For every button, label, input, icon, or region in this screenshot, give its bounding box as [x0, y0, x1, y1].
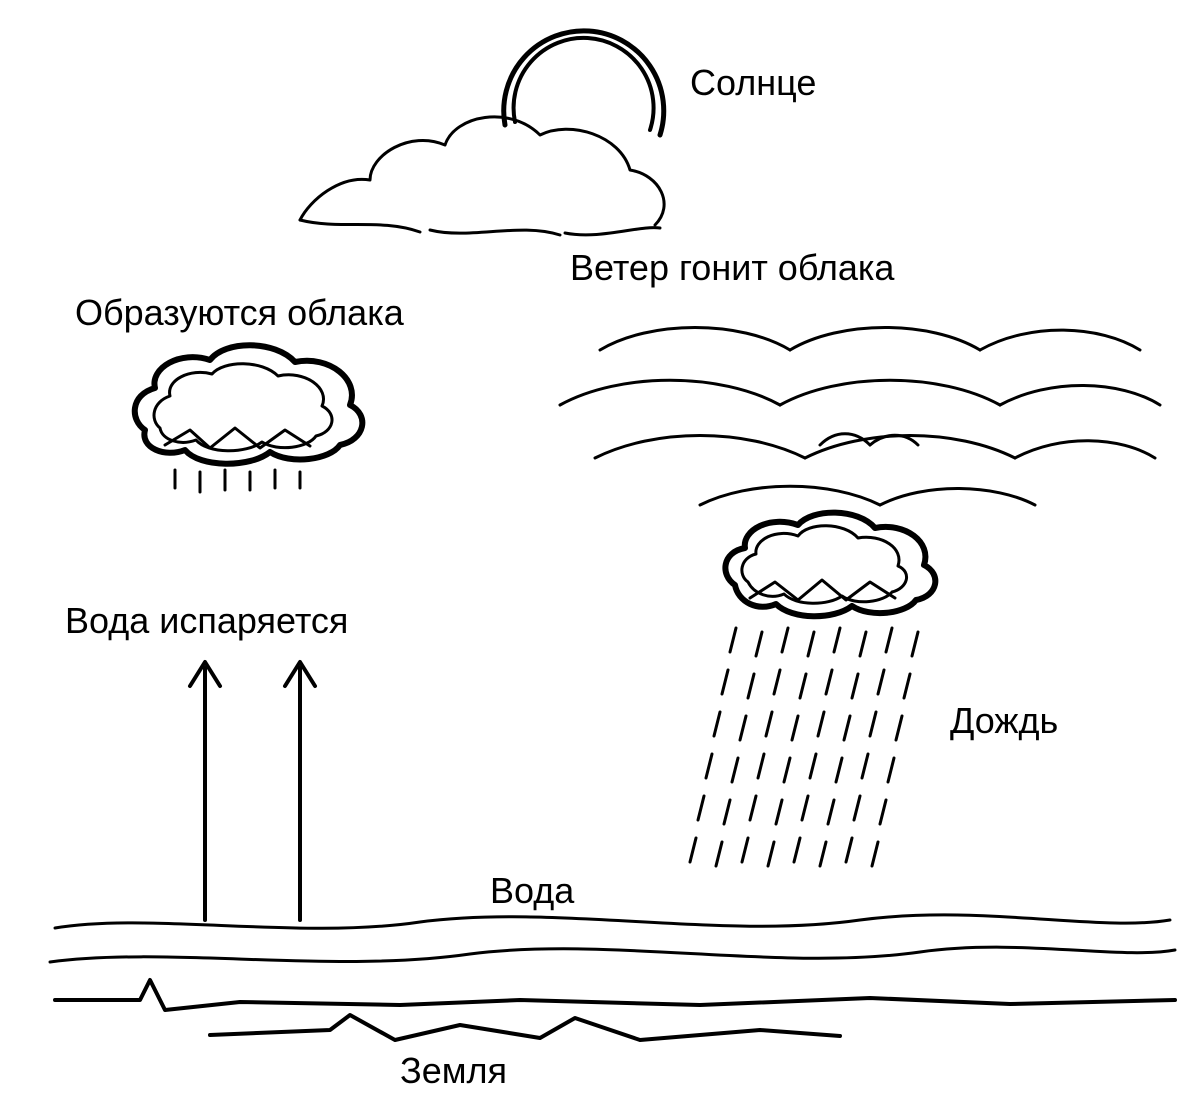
forming-cloud-icon	[135, 345, 363, 492]
scene-svg	[0, 0, 1200, 1113]
top-cloud-icon	[300, 117, 664, 235]
label-rain: Дождь	[950, 700, 1058, 742]
wind-clouds-icon	[560, 328, 1160, 506]
label-clouds-form: Образуются облака	[75, 292, 404, 334]
label-water-evaporates: Вода испаряется	[65, 600, 348, 642]
water-surface-icon	[50, 915, 1175, 962]
evaporation-arrows-icon	[190, 662, 315, 920]
earth-line-icon	[55, 980, 1175, 1040]
rain-cloud-icon	[725, 513, 935, 617]
label-earth: Земля	[400, 1050, 507, 1092]
label-water: Вода	[490, 870, 574, 912]
rain-icon	[690, 628, 918, 866]
label-sun: Солнце	[690, 62, 816, 104]
label-wind-drives-clouds: Ветер гонит облака	[570, 247, 894, 289]
sun-icon	[504, 31, 664, 135]
water-cycle-diagram: Солнце Образуются облака Ветер гонит обл…	[0, 0, 1200, 1113]
